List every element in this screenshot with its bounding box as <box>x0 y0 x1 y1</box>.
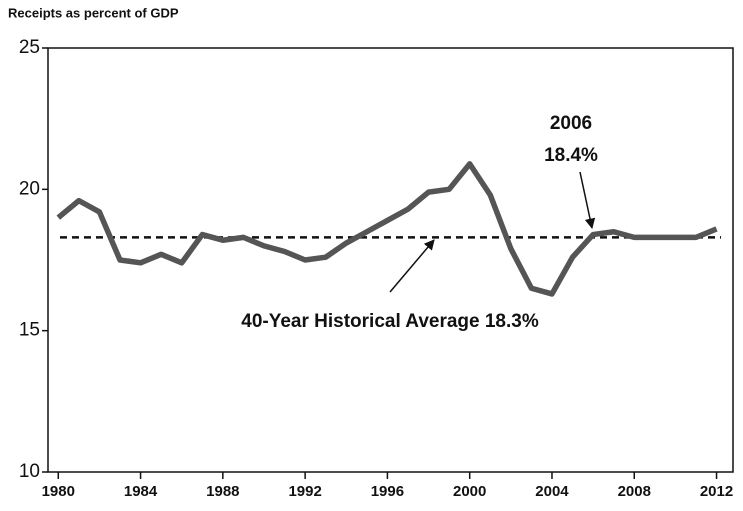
y-tick-label: 15 <box>19 320 40 341</box>
annotation: 2006 <box>550 113 592 134</box>
plot-frame <box>47 47 734 473</box>
y-tick-label: 20 <box>19 178 40 199</box>
x-tick-label: 2000 <box>453 483 486 500</box>
y-tick-label: 10 <box>19 461 40 482</box>
y-tick-label: 25 <box>19 37 40 58</box>
arrow <box>579 171 596 230</box>
annotation: 18.4% <box>544 145 598 166</box>
x-tick-label: 2012 <box>700 483 733 500</box>
data-line <box>56 161 718 297</box>
x-tick-label: 2004 <box>535 483 569 500</box>
x-tick-label: 1992 <box>288 483 321 500</box>
chart-title: Receipts as percent of GDP <box>8 5 179 20</box>
x-tick-label: 1996 <box>371 483 404 500</box>
x-tick-label: 1980 <box>42 483 75 500</box>
arrow <box>389 239 435 293</box>
x-tick-label: 2008 <box>618 483 651 500</box>
x-tick-label: 1988 <box>206 483 239 500</box>
annotation: 40-Year Historical Average 18.3% <box>241 311 539 332</box>
x-tick-label: 1984 <box>124 483 158 500</box>
